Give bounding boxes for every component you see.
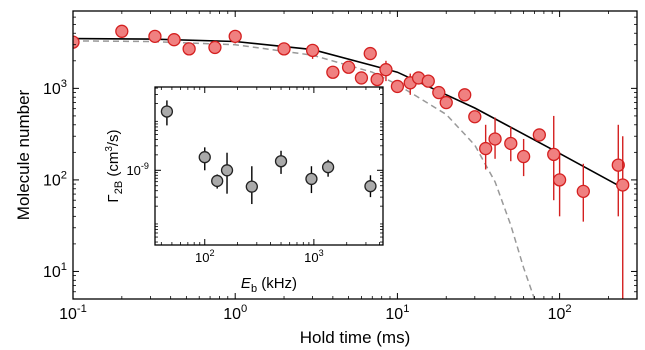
x-tick-label-exp: 2	[209, 248, 214, 258]
data-point	[504, 136, 518, 151]
data-point	[326, 65, 340, 79]
data-point	[576, 184, 590, 198]
inset-background	[155, 87, 383, 245]
x-tick-label: 100	[223, 303, 247, 323]
data-point	[439, 95, 453, 110]
data-point	[547, 147, 561, 162]
x-tick-label-exp: -1	[77, 303, 87, 315]
data-point	[277, 42, 291, 56]
inset-x-axis-label: Eb (kHz)	[241, 275, 297, 295]
x-tick-label: 103	[304, 248, 324, 265]
inset-x-unit: (kHz)	[257, 275, 297, 292]
data-point	[354, 71, 369, 85]
data-point	[370, 72, 384, 87]
x-tick-label-base: 10	[385, 306, 403, 323]
data-point	[245, 180, 258, 193]
data-point	[305, 172, 318, 186]
x-tick-label-base: 10	[59, 306, 77, 323]
data-point	[198, 151, 211, 164]
data-point	[220, 164, 234, 177]
inset-y-ticks: 10-9	[126, 87, 383, 243]
data-point	[364, 180, 377, 193]
data-point	[167, 33, 181, 47]
x-tick-label-base: 10	[304, 250, 318, 265]
data-point	[274, 155, 288, 168]
inset-x-sub: b	[251, 283, 257, 295]
y-tick-label: 10-9	[126, 161, 149, 178]
inset-y-unit-post: /s)	[105, 129, 122, 146]
data-point	[73, 35, 80, 49]
inset-chart: 102 103 10-9 Eb (kHz) Γ2B (cm3/s)	[104, 86, 384, 295]
inset-y-unit-sup: 3	[104, 146, 115, 152]
inset-plot-frame	[154, 86, 384, 246]
data-point	[305, 43, 320, 58]
data-point	[341, 60, 356, 74]
x-tick-label-exp: 0	[241, 303, 247, 315]
data-point	[363, 46, 377, 61]
x-tick-label-exp: 2	[565, 303, 571, 315]
y-tick-label-base: 10	[43, 81, 61, 98]
data-point	[182, 42, 196, 56]
data-point	[211, 174, 224, 188]
main-fit-curves	[73, 37, 624, 299]
x-tick-label: 101	[385, 303, 409, 323]
x-tick-label-base: 10	[195, 250, 209, 265]
x-tick-label-base: 10	[223, 306, 241, 323]
data-point	[228, 29, 242, 43]
y-tick-label-exp: 3	[61, 78, 67, 90]
y-tick-label-exp: 2	[61, 169, 67, 181]
data-point	[115, 24, 129, 38]
data-point	[552, 173, 567, 187]
y-tick-label: 102	[43, 169, 67, 189]
inset-x-ticks: 102 103	[160, 87, 380, 265]
y-tick-label-base: 10	[43, 264, 61, 281]
x-tick-label: 102	[195, 248, 215, 265]
data-point	[479, 141, 493, 156]
data-point	[321, 161, 335, 174]
y-tick-label: 101	[43, 261, 67, 281]
data-point	[488, 132, 502, 146]
inset-y-var: Γ	[105, 194, 122, 202]
data-point	[532, 128, 546, 142]
x-tick-label-base: 10	[548, 306, 566, 323]
y-tick-label-exp: -9	[141, 161, 149, 171]
data-point	[379, 63, 393, 77]
data-point	[421, 74, 435, 88]
x-tick-label: 10-1	[59, 303, 87, 323]
inset-y-unit-pre: (cm	[105, 152, 122, 181]
main-data-points	[73, 24, 630, 299]
data-point	[148, 29, 162, 43]
inset-x-var: E	[241, 275, 252, 292]
data-point	[390, 79, 405, 94]
inset-y-axis-label: Γ2B (cm3/s)	[104, 129, 125, 202]
y-tick-label: 103	[43, 78, 67, 98]
x-tick-label-exp: 3	[319, 248, 324, 258]
data-point	[160, 105, 174, 118]
x-tick-label-exp: 1	[403, 303, 409, 315]
main-plot-frame	[72, 10, 638, 300]
data-point	[208, 40, 222, 55]
inset-data-points	[160, 100, 377, 205]
main-y-axis-label: Molecule number	[14, 89, 33, 220]
y-tick-label-base: 10	[126, 163, 140, 178]
x-tick-label: 102	[548, 303, 572, 323]
data-point	[468, 110, 482, 124]
data-point	[458, 88, 472, 102]
data-point	[616, 178, 630, 192]
inset-y-sub: 2B	[113, 181, 125, 194]
data-point	[516, 149, 531, 164]
y-tick-label-exp: 1	[61, 261, 67, 273]
data-point	[611, 158, 625, 172]
main-x-axis-label: Hold time (ms)	[300, 328, 411, 347]
data-point	[432, 85, 446, 100]
dashed-fit-curve	[73, 40, 536, 299]
solid-fit-curve	[73, 37, 624, 189]
main-x-ticks: 10-1 100 101 102	[59, 11, 609, 323]
y-tick-label-base: 10	[43, 173, 61, 190]
